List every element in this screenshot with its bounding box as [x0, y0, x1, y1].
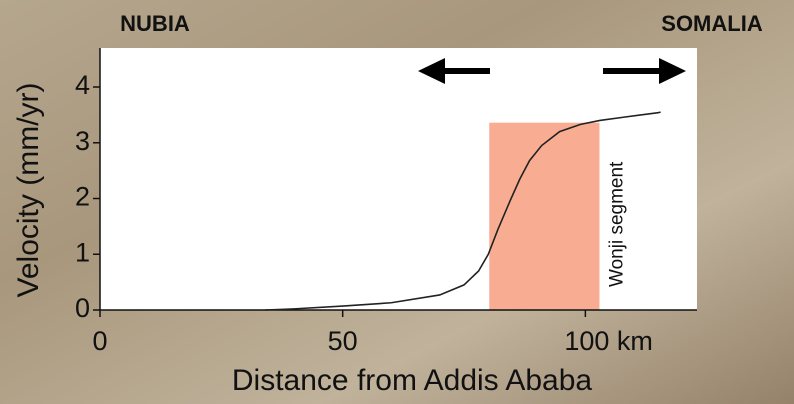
- y-tick-label: 1: [75, 237, 90, 267]
- x-tick-label: 0: [92, 326, 107, 356]
- y-axis-label: Velocity (mm/yr): [12, 82, 45, 297]
- left-label: NUBIA: [120, 11, 190, 36]
- region: [489, 123, 599, 310]
- y-tick-label: 3: [75, 126, 90, 156]
- right-label: SOMALIA: [661, 11, 763, 36]
- y-tick-label: 2: [75, 182, 90, 212]
- y-tick-label: 0: [75, 293, 90, 323]
- y-tick-label: 4: [75, 70, 90, 100]
- x-tick-label: 50: [328, 326, 358, 356]
- region-label: Wonji segment: [606, 161, 627, 287]
- chart: NUBIA SOMALIA Distance from Addis Ababa …: [0, 0, 794, 404]
- x-axis-label: Distance from Addis Ababa: [232, 364, 593, 397]
- x-tick-label: 100 km: [564, 326, 653, 356]
